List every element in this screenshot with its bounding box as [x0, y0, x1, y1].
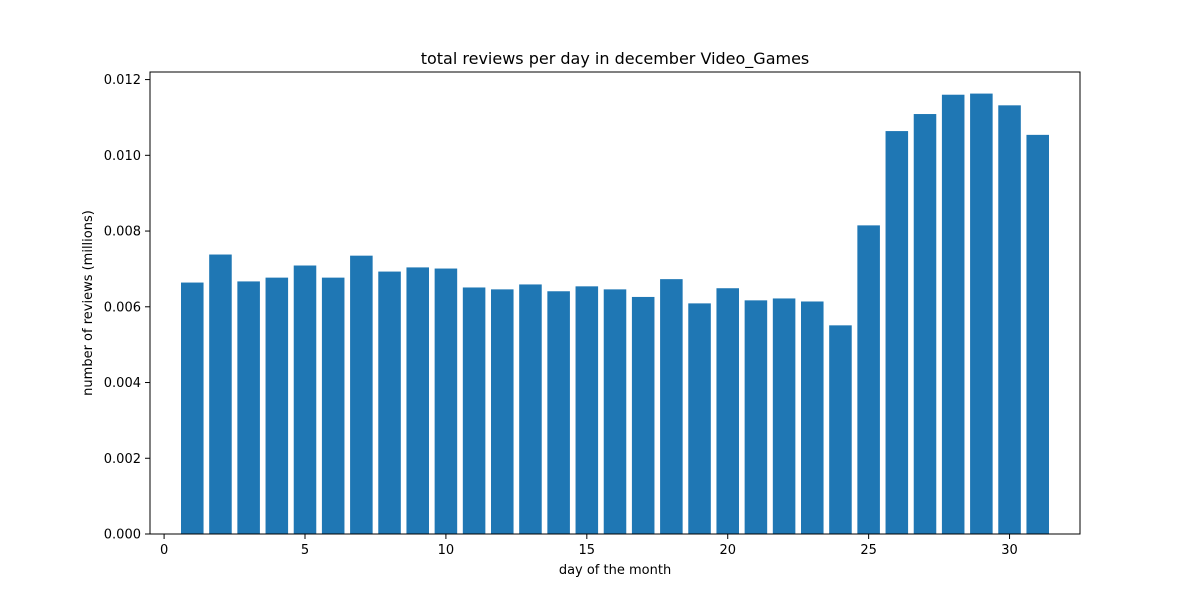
x-tick-label: 0 — [160, 543, 168, 558]
x-tick-label: 30 — [1001, 543, 1018, 558]
bars-group — [181, 93, 1049, 535]
y-tick-label: 0.006 — [104, 300, 141, 315]
bar-day-9 — [406, 267, 429, 534]
bar-day-31 — [1026, 134, 1049, 534]
bar-day-8 — [378, 271, 401, 534]
y-tick-label: 0.010 — [104, 149, 141, 164]
bar-day-11 — [462, 287, 486, 534]
bar-day-17 — [631, 296, 655, 534]
plot-frame — [149, 71, 1081, 535]
y-axis: 0.000 0.002 0.004 0.006 0.008 0.010 0.012 — [104, 73, 150, 543]
bar-day-29 — [970, 93, 993, 535]
bar-day-22 — [772, 298, 796, 534]
bar-day-5 — [293, 265, 317, 534]
y-tick-label: 0.004 — [104, 376, 141, 391]
bar-day-26 — [885, 131, 909, 534]
bar-day-7 — [350, 255, 373, 534]
bar-day-10 — [434, 268, 458, 534]
bar-day-27 — [913, 114, 937, 534]
bar-day-3 — [237, 281, 260, 534]
bar-day-20 — [716, 288, 739, 534]
bar-day-30 — [998, 105, 1021, 535]
y-tick-label: 0.000 — [104, 528, 141, 543]
bar-day-23 — [801, 301, 824, 534]
bar-day-25 — [857, 225, 880, 535]
y-tick-label: 0.008 — [104, 225, 141, 240]
bar-day-28 — [941, 94, 965, 534]
bar-day-2 — [209, 254, 232, 534]
x-tick-label: 10 — [438, 543, 455, 558]
bar-day-15 — [575, 286, 599, 534]
x-axis-label: day of the month — [559, 563, 671, 578]
x-tick-label: 20 — [719, 543, 736, 558]
y-tick-label: 0.002 — [104, 452, 141, 467]
x-axis: 0 5 10 15 20 25 30 — [160, 534, 1018, 558]
x-tick-label: 5 — [301, 543, 309, 558]
bar-day-13 — [519, 284, 542, 534]
bar-day-24 — [829, 325, 852, 534]
x-tick-label: 25 — [860, 543, 877, 558]
bar-day-19 — [688, 303, 711, 534]
bar-day-12 — [491, 289, 514, 534]
bar-day-21 — [744, 300, 768, 534]
bar-day-6 — [321, 277, 345, 534]
bar-day-14 — [547, 291, 570, 534]
chart-title: total reviews per day in december Video_… — [421, 49, 810, 69]
bar-day-1 — [181, 282, 204, 534]
bar-day-18 — [660, 279, 683, 534]
y-tick-label: 0.012 — [104, 73, 141, 88]
bar-day-4 — [265, 277, 289, 534]
y-axis-label: number of reviews (millions) — [81, 210, 96, 396]
bar-day-16 — [603, 289, 627, 534]
x-tick-label: 15 — [579, 543, 596, 558]
